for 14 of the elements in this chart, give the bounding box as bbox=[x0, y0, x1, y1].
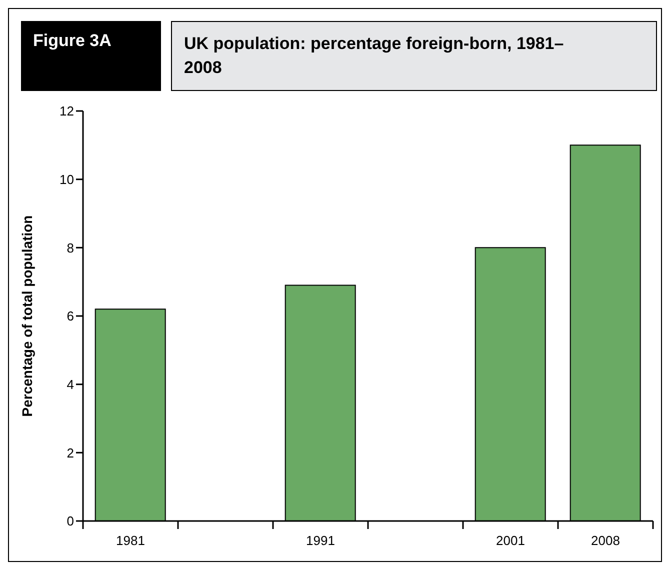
y-tick-label: 12 bbox=[60, 104, 74, 119]
y-tick-label: 0 bbox=[66, 514, 74, 529]
caption: Figure 3A bbox=[21, 21, 161, 91]
y-tick-label: 8 bbox=[66, 240, 74, 256]
x-tick-label: 1991 bbox=[306, 533, 335, 548]
y-tick-label: 4 bbox=[66, 376, 74, 392]
x-tick-label: 1981 bbox=[116, 533, 145, 548]
x-tick-label: 2001 bbox=[496, 533, 525, 548]
y-axis-title: Percentage of total population bbox=[18, 215, 35, 417]
chart-title: UK population: percentage foreign-born, 1981–2008 bbox=[184, 33, 565, 79]
y-tick-label: 6 bbox=[66, 308, 74, 324]
x-tick-label: 2008 bbox=[591, 533, 620, 548]
y-tick-label: 2 bbox=[66, 445, 74, 460]
y-tick-label: 10 bbox=[60, 172, 74, 187]
